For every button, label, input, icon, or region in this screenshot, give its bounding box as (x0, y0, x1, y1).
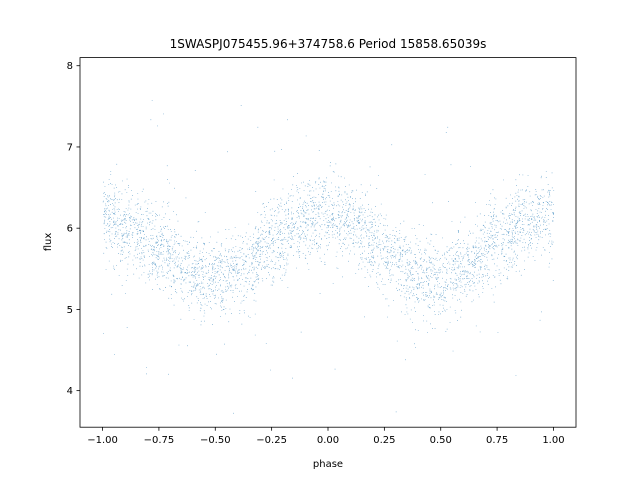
x-tick-label: 0.25 (373, 435, 395, 446)
y-tick-label: 5 (67, 305, 73, 316)
x-axis-ticks: −1.00 −0.75 −0.50 −0.25 0.00 0.25 0.50 0.75 1.00 (87, 427, 565, 446)
y-tick-label: 4 (67, 386, 73, 397)
x-tick-label: −0.75 (144, 435, 175, 446)
y-tick-label: 7 (67, 142, 73, 153)
y-axis-label: flux (43, 233, 54, 252)
x-tick-label: −0.50 (200, 435, 231, 446)
x-tick-label: −1.00 (87, 435, 118, 446)
x-tick-label: 0.00 (317, 435, 339, 446)
y-tick-label: 8 (67, 61, 73, 72)
x-axis-label: phase (313, 459, 343, 470)
y-axis-ticks: 4 5 6 7 8 (67, 61, 80, 397)
scatter-points-series (102, 100, 555, 414)
chart-title: 1SWASPJ075455.96+374758.6 Period 15858.6… (170, 37, 487, 51)
x-tick-label: 0.75 (486, 435, 508, 446)
x-tick-label: 0.50 (430, 435, 452, 446)
x-tick-label: −0.25 (256, 435, 287, 446)
data-points (102, 100, 555, 414)
y-tick-label: 6 (67, 224, 73, 235)
x-tick-label: 1.00 (542, 435, 564, 446)
